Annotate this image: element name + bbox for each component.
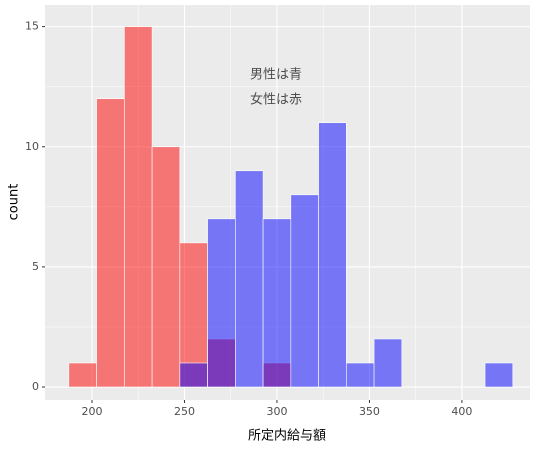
histogram-bar — [484, 362, 514, 388]
histogram-bar — [179, 362, 208, 388]
histogram-bar — [207, 218, 236, 388]
histogram-bar — [235, 170, 264, 388]
histogram-bar — [124, 26, 153, 388]
y-tick-label: 15 — [25, 20, 39, 33]
x-tick-label: 400 — [451, 405, 472, 418]
y-axis-title: count — [7, 184, 22, 221]
histogram-bar — [290, 194, 319, 388]
x-tick-label: 200 — [81, 405, 102, 418]
histogram-bar — [346, 362, 375, 388]
y-tick-label: 0 — [32, 380, 39, 393]
y-tick-label: 5 — [32, 260, 39, 273]
histogram-bar — [151, 146, 181, 388]
histogram-bar — [318, 122, 347, 388]
annotation: 女性は赤 — [250, 92, 302, 108]
x-axis-title: 所定内給与額 — [248, 428, 326, 444]
x-tick-label: 350 — [359, 405, 380, 418]
x-tick-label: 300 — [266, 405, 287, 418]
histogram-bar — [68, 362, 97, 388]
histogram-bar — [262, 218, 292, 388]
annotation: 男性は青 — [250, 68, 302, 83]
histogram-bar — [373, 338, 403, 388]
y-tick-label: 10 — [25, 140, 39, 153]
x-tick-label: 250 — [174, 405, 195, 418]
histogram-bar — [96, 98, 125, 388]
